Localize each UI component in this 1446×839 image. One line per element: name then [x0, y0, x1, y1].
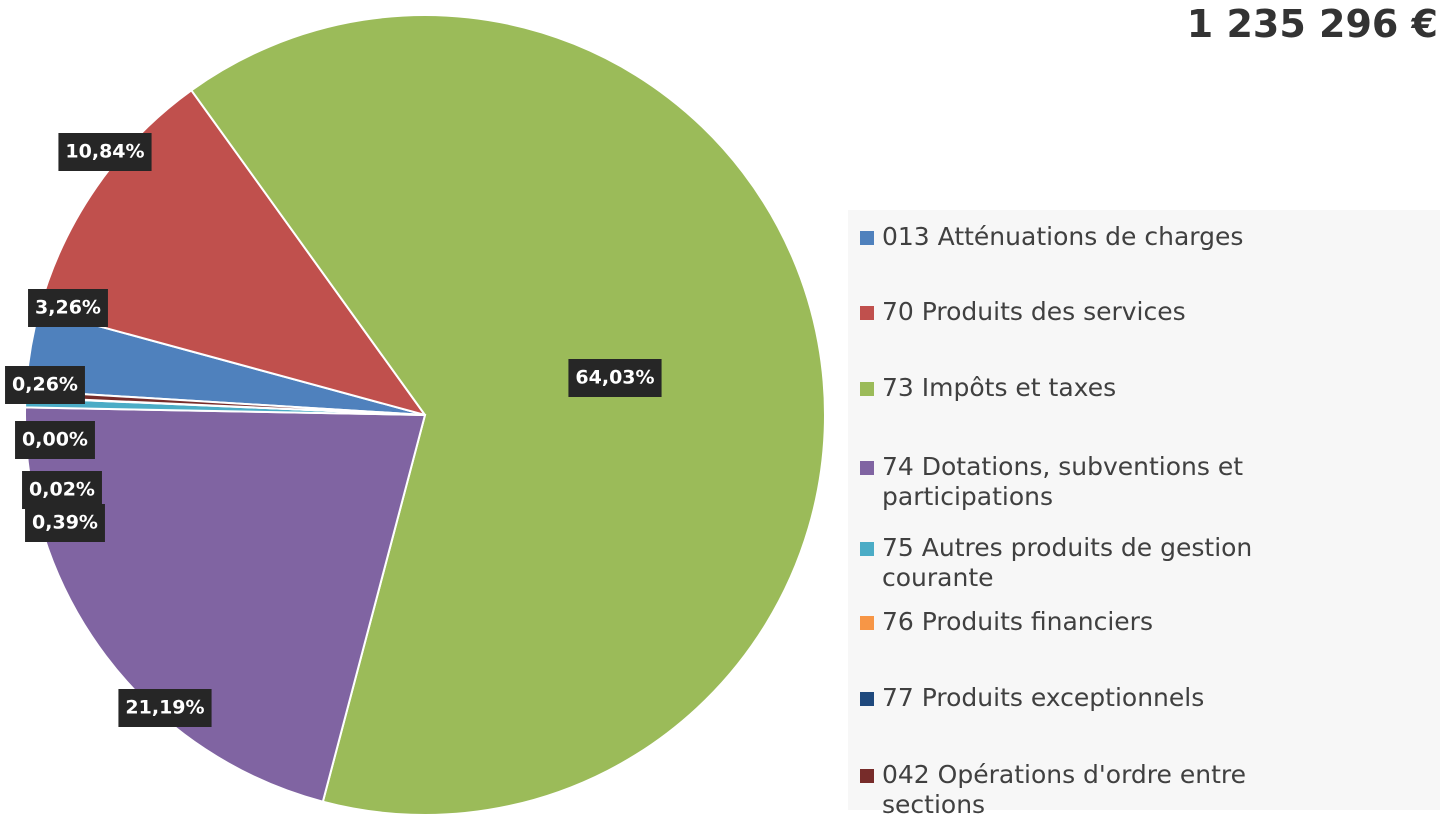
legend-item: 75 Autres produits de gestion courante: [860, 533, 1332, 593]
legend-label: 74 Dotations, subventions et participati…: [882, 452, 1244, 511]
data-label: 3,26%: [28, 289, 108, 327]
legend-item: 77 Produits exceptionnels: [860, 683, 1332, 713]
data-label: 21,19%: [118, 689, 212, 727]
label-text: 3,26%: [35, 297, 101, 319]
chart-title: 1 235 296 €: [1186, 2, 1438, 46]
legend-item: 013 Atténuations de charges: [860, 222, 1332, 252]
label-text: 21,19%: [125, 697, 204, 719]
legend-swatch: [860, 306, 874, 320]
legend-swatch: [860, 616, 874, 630]
data-label: 64,03%: [568, 359, 662, 397]
pie-slice: [189, 14, 826, 816]
legend-label: 042 Opérations d'ordre entre sections: [882, 760, 1246, 819]
legend-item: 76 Produits financiers: [860, 607, 1332, 637]
legend-label: 73 Impôts et taxes: [882, 373, 1117, 402]
data-label: 0,26%: [5, 366, 85, 404]
label-text: 0,39%: [32, 512, 98, 534]
legend-swatch: [860, 542, 874, 556]
data-label: 0,00%: [15, 421, 95, 459]
label-box: [15, 421, 95, 459]
label-box: [28, 289, 108, 327]
label-text: 10,84%: [65, 141, 144, 163]
label-text: 0,00%: [22, 429, 88, 451]
label-box: [58, 133, 152, 171]
legend-swatch: [860, 461, 874, 475]
legend-item: 73 Impôts et taxes: [860, 373, 1332, 403]
legend-label: 75 Autres produits de gestion courante: [882, 533, 1253, 592]
label-box: [25, 504, 105, 542]
label-box: [118, 689, 212, 727]
legend-item: 74 Dotations, subventions et participati…: [860, 452, 1332, 512]
label-text: 0,26%: [12, 374, 78, 396]
legend-label: 013 Atténuations de charges: [882, 222, 1244, 251]
legend-swatch: [860, 382, 874, 396]
label-text: 64,03%: [575, 367, 654, 389]
data-label: 10,84%: [58, 133, 152, 171]
data-label: 0,02%: [22, 471, 102, 509]
label-box: [22, 471, 102, 509]
label-box: [5, 366, 85, 404]
legend-item: 70 Produits des services: [860, 297, 1332, 327]
label-text: 0,02%: [29, 479, 95, 501]
legend-swatch: [860, 769, 874, 783]
data-label: 0,39%: [25, 504, 105, 542]
legend-swatch: [860, 692, 874, 706]
legend: 013 Atténuations de charges 70 Produits d…: [848, 210, 1440, 819]
legend-label: 76 Produits financiers: [882, 607, 1153, 636]
legend-label: 77 Produits exceptionnels: [882, 683, 1205, 712]
label-box: [568, 359, 662, 397]
legend-swatch: [860, 231, 874, 245]
legend-label: 70 Produits des services: [882, 297, 1186, 326]
legend-item: 042 Opérations d'ordre entre sections: [860, 760, 1332, 820]
pie-slice: [37, 88, 428, 417]
